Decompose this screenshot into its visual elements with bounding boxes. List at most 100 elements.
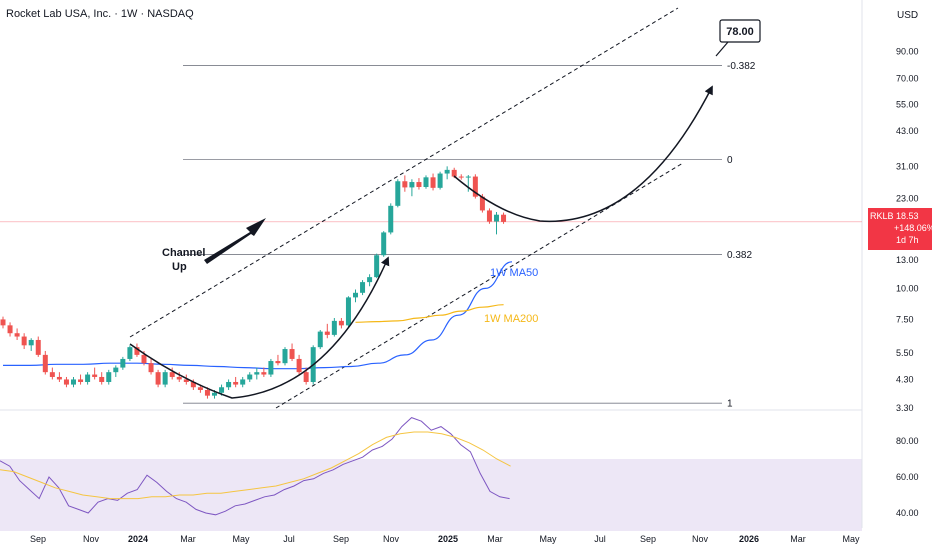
candle-body — [331, 320, 337, 335]
candle-body — [345, 297, 351, 326]
time-tick-0: Sep — [30, 534, 46, 544]
impulse-arc — [129, 256, 390, 399]
price-tick-5: 23.00 — [896, 194, 919, 204]
candle-body — [275, 361, 281, 364]
candle-body — [296, 358, 302, 373]
fib-label-0: -0.382 — [727, 61, 756, 72]
candle-body — [204, 389, 210, 396]
candle-body — [190, 381, 196, 388]
candle — [120, 356, 126, 370]
candle-body — [162, 372, 168, 385]
candle-body — [437, 173, 443, 188]
candle — [56, 372, 62, 382]
price-tick-0: 90.00 — [896, 46, 919, 56]
candle-body — [423, 177, 429, 187]
candle-body — [197, 387, 203, 390]
candle — [63, 376, 69, 388]
candle-body — [183, 379, 189, 382]
candle — [7, 322, 13, 337]
candle — [486, 208, 492, 224]
target-callout[interactable]: 78.00 — [715, 19, 761, 57]
candle — [176, 372, 182, 382]
rsi-ma-line — [0, 431, 511, 500]
candle-body — [374, 255, 380, 278]
chart-title: Rocket Lab USA, Inc. · 1W · NASDAQ — [6, 8, 194, 20]
rsi-lines — [0, 417, 511, 516]
candle-body — [49, 372, 55, 377]
price-tick-7: 10.00 — [896, 283, 919, 293]
candle — [374, 253, 380, 279]
candle — [367, 274, 373, 287]
candle-body — [472, 176, 478, 197]
candle — [85, 372, 91, 385]
channel-lines — [129, 7, 684, 409]
rsi-band — [0, 459, 862, 531]
price-tick-6: 13.00 — [896, 255, 919, 265]
candle — [169, 367, 175, 380]
candle-body — [268, 361, 274, 375]
candle — [106, 369, 112, 385]
candle — [423, 175, 429, 189]
candle — [113, 365, 119, 377]
rsi-tick-1: 60.00 — [896, 472, 919, 482]
candle-body — [303, 372, 309, 382]
candle — [289, 343, 295, 362]
time-tick-10: May — [539, 534, 557, 544]
candle-body — [338, 320, 344, 326]
candle — [409, 179, 415, 197]
candle-body — [113, 367, 119, 373]
candle-body — [402, 181, 408, 188]
candle-body — [381, 232, 387, 256]
candle-body — [395, 181, 401, 206]
time-tick-12: Sep — [640, 534, 656, 544]
candle — [465, 175, 471, 192]
candle-body — [289, 349, 295, 359]
candle-body — [494, 214, 499, 222]
candle-body — [479, 196, 485, 211]
fib-levels: -0.382 0 0.382 1 — [0, 61, 862, 410]
ma50-line — [3, 261, 513, 370]
price-tick-10: 4.30 — [896, 374, 914, 384]
candle — [345, 296, 351, 327]
time-tick-7: Nov — [383, 534, 400, 544]
candle — [275, 354, 281, 366]
price-tick-1: 70.00 — [896, 73, 919, 83]
candle — [127, 345, 133, 362]
projection-arc — [453, 85, 713, 223]
candle-body — [233, 381, 239, 385]
channel-label-line-1: Channel — [162, 247, 205, 259]
candle-body — [71, 379, 76, 385]
time-tick-1: Nov — [83, 534, 100, 544]
candle-body — [317, 331, 323, 348]
ma50-label: 1W MA50 — [490, 267, 538, 279]
last-price-tag: RKLB 18.53 +148.06% 1d 7h — [868, 208, 932, 250]
candle — [0, 316, 6, 329]
price-tick-9: 5.50 — [896, 348, 914, 358]
target-price-label: 78.00 — [726, 26, 754, 38]
channel-upper — [129, 7, 679, 338]
candle — [233, 376, 239, 388]
tag-ticker: RKLB — [870, 211, 894, 221]
price-tick-4: 31.00 — [896, 161, 919, 171]
axes: 90.00 70.00 55.00 43.00 31.00 23.00 13.00 10.00… — [30, 46, 919, 544]
time-tick-5: Jul — [283, 534, 295, 544]
candle — [148, 358, 154, 375]
candle-body — [367, 277, 373, 283]
time-tick-14: 2026 — [739, 534, 759, 544]
candle-body — [261, 372, 267, 375]
candle-body — [21, 336, 27, 346]
price-tick-3: 43.00 — [896, 126, 919, 136]
candle-body — [409, 182, 415, 188]
candle — [268, 358, 274, 377]
candle — [162, 369, 168, 388]
time-tick-8: 2025 — [438, 534, 458, 544]
price-tick-11: 3.30 — [896, 403, 914, 413]
rsi-tick-0: 80.00 — [896, 436, 919, 446]
candle-body — [0, 319, 6, 326]
candle-body — [169, 372, 175, 377]
candle — [458, 174, 464, 180]
tag-change: +148.06% — [894, 223, 932, 233]
candle-body — [176, 376, 182, 380]
candle — [247, 372, 253, 382]
